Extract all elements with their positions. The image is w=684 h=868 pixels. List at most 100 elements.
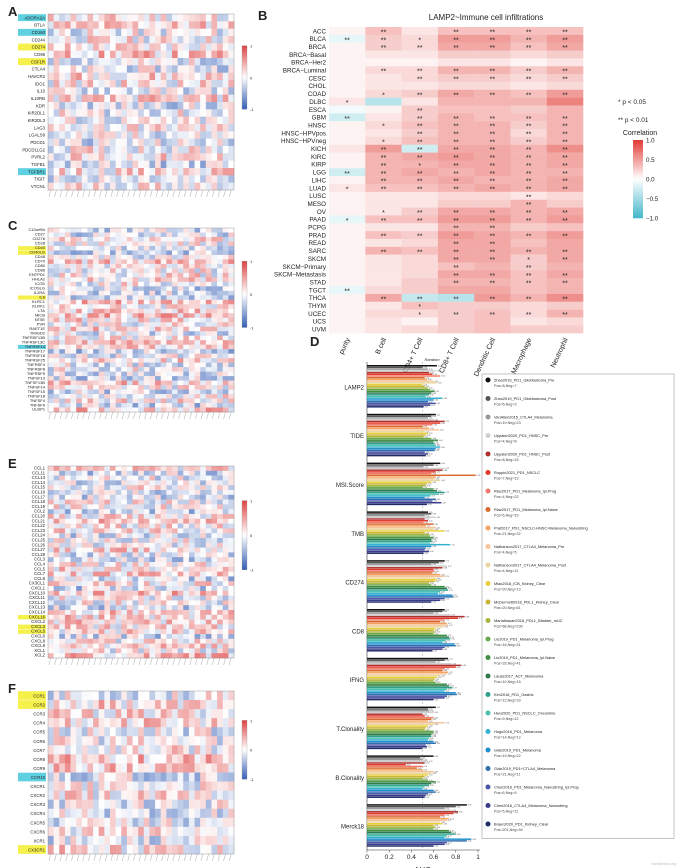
column-tick [54,853,57,862]
heatmap-cell [81,245,88,251]
heatmap-cell [59,295,66,301]
column-tick [138,657,142,666]
heatmap-cell [93,466,100,472]
heatmap-cell [53,600,60,606]
heatmap-cell [110,772,116,782]
heatmap-cell [70,490,77,496]
heatmap-cell [76,175,83,183]
heatmap-cell [228,799,235,810]
heatmap-cell [188,653,195,659]
heatmap-cell [76,65,83,73]
heatmap-cell [81,14,88,22]
heatmap-cell [217,745,224,755]
heatmap-cell [155,691,162,701]
heatmap-cell [183,65,190,73]
heatmap-cell [183,358,190,363]
heatmap-cell [70,286,77,292]
legend-swatch [633,143,643,147]
heatmap-cell [172,557,178,563]
heatmap-cell [104,844,111,855]
heatmap-cell [228,14,235,22]
heatmap-cell [205,600,212,606]
heatmap-cell [143,480,150,486]
correlation-cell [401,325,439,334]
heatmap-cell [59,518,66,524]
heatmap-cell [228,250,235,256]
heatmap-cell [87,286,94,292]
heatmap-cell [126,754,133,764]
heatmap-cell [211,326,218,332]
heatmap-cell [172,745,178,755]
column-tick [110,411,114,420]
legend-swatch [633,208,643,211]
heatmap-cell [205,844,212,855]
heatmap-cell [160,371,167,377]
heatmap-cell [222,371,229,377]
heatmap-cell [98,281,105,287]
heatmap-cell [222,600,229,606]
heatmap-cell [70,102,77,110]
heatmap-cell [48,709,54,719]
heatmap-cell [59,634,66,640]
row-label: TNFRSF25 [25,357,46,362]
heatmap-cell [104,344,111,350]
heatmap-cell [200,72,207,81]
heatmap-cell [194,138,201,147]
significance-mark: ** [562,179,568,186]
heatmap-cell [110,21,116,29]
heatmap-cell [194,308,201,314]
heatmap-cell [98,254,105,260]
heatmap-cell [188,286,195,292]
heatmap-cell [48,485,54,491]
heatmap-cell [70,250,77,256]
legend-swatch [242,530,247,534]
heatmap-cell [166,763,173,773]
heatmap-cell [138,87,145,95]
heatmap-cell [160,124,167,132]
heatmap-cell [64,509,71,515]
heatmap-cell [132,87,139,95]
heatmap-cell [205,259,212,265]
heatmap-cell [64,340,71,345]
heatmap-cell [98,259,105,265]
heatmap-cell [222,313,229,319]
heatmap-cell [183,485,190,491]
heatmap-cell [48,232,54,238]
heatmap-cell [149,727,156,737]
heatmap-cell [132,638,139,644]
heatmap-cell [172,398,178,404]
column-tick [48,853,52,862]
correlation-cell [329,152,366,161]
heatmap-cell [98,709,105,719]
column-tick [183,411,187,420]
heatmap-cell [81,781,88,791]
heatmap-cell [211,353,218,359]
heatmap-cell [200,50,207,59]
heatmap-cell [155,509,162,515]
heatmap-cell [132,28,139,37]
correlation-cell [474,113,511,122]
heatmap-cell [59,331,66,337]
heatmap-cell [211,254,218,260]
heatmap-cell [64,236,71,242]
heatmap-cell [115,286,122,292]
heatmap-cell [70,727,77,737]
legend-swatch [242,280,247,284]
highlight-mark [18,295,46,300]
heatmap-cell [115,116,122,125]
heatmap-cell [200,21,207,29]
correlation-cell [329,50,366,59]
heatmap-cell [115,610,122,616]
legend-swatch [633,192,643,195]
legend-swatch [242,562,247,566]
heatmap-cell [121,389,128,395]
heatmap-cell [126,542,133,548]
heatmap-cell [188,480,195,486]
column-tick [166,189,170,198]
heatmap-cell [126,335,133,341]
heatmap-cell [143,634,150,640]
correlation-cell [329,121,366,130]
heatmap-cell [177,277,184,283]
column-tick [76,657,80,666]
correlation-cell [329,176,366,185]
